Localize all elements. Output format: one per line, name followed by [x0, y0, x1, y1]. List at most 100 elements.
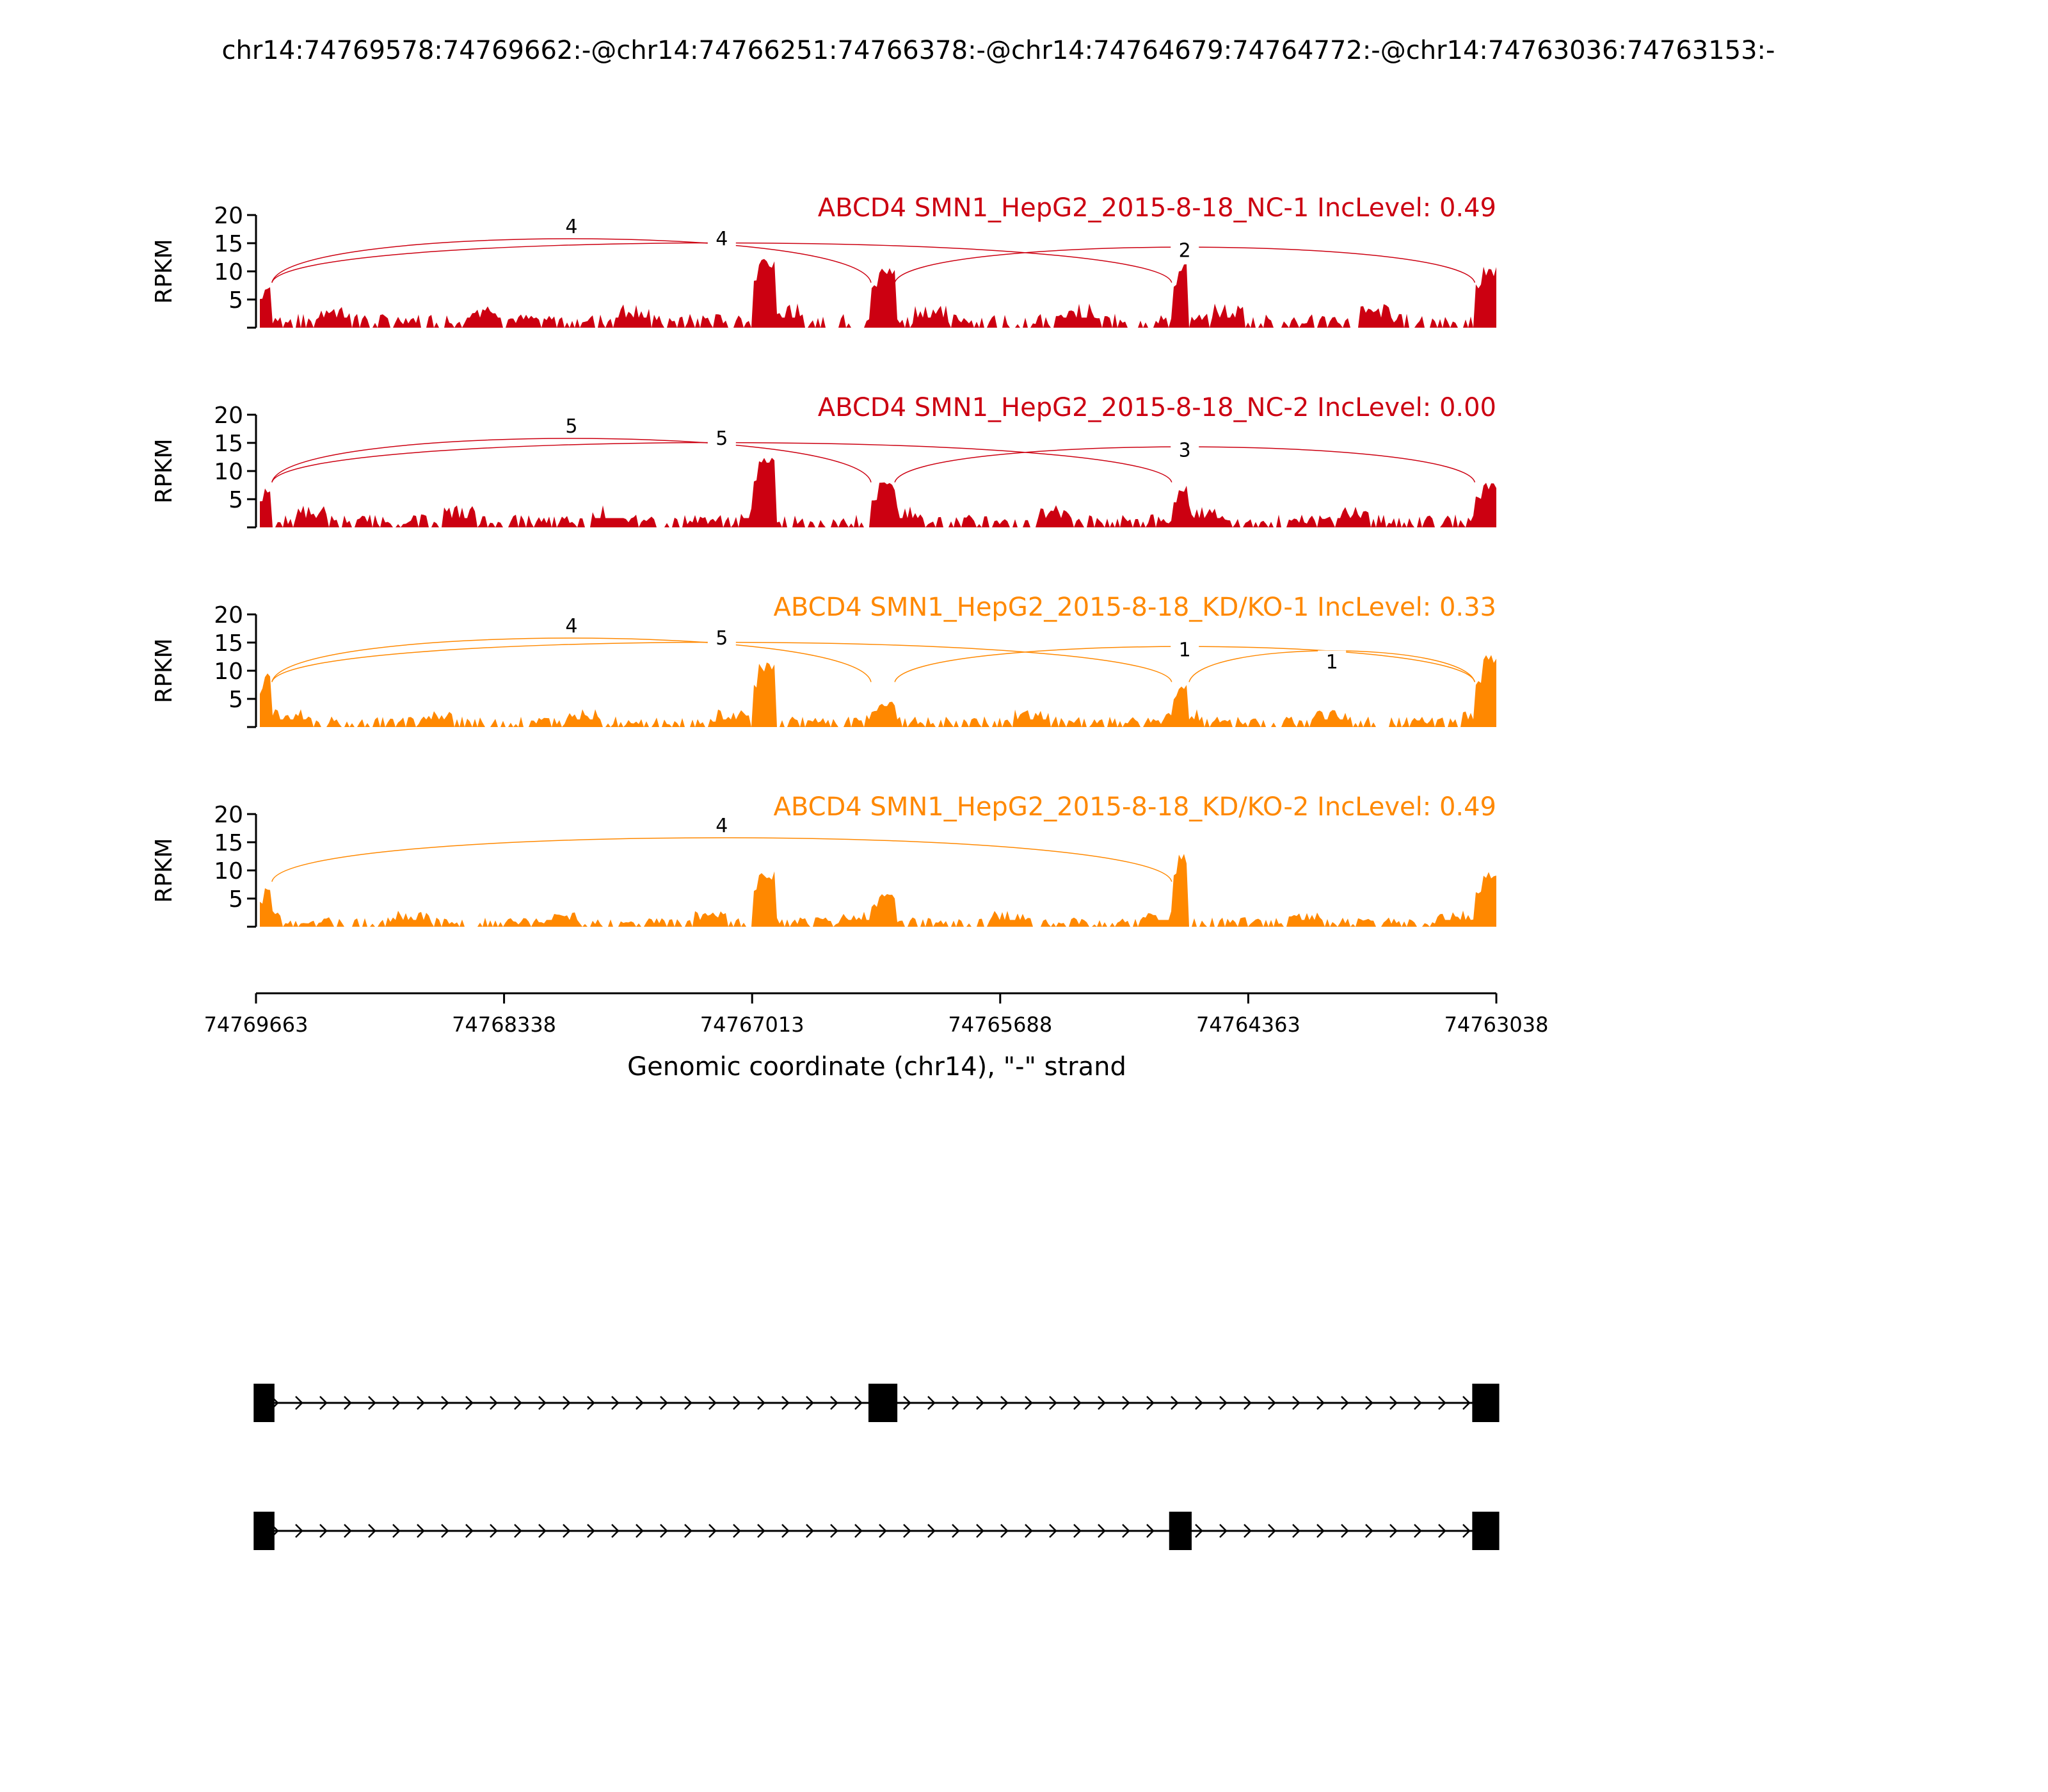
strand-arrow: [319, 1524, 328, 1538]
strand-arrow: [708, 1396, 717, 1410]
coverage-area: [260, 458, 1496, 527]
y-tick-label: 10: [214, 659, 243, 685]
y-tick-label: 10: [214, 858, 243, 884]
strand-arrow: [538, 1524, 547, 1538]
strand-arrow: [952, 1524, 960, 1538]
strand-arrow: [1219, 1396, 1228, 1410]
strand-arrow: [465, 1396, 474, 1410]
strand-arrow: [563, 1524, 571, 1538]
strand-arrow: [587, 1396, 595, 1410]
strand-arrow: [781, 1396, 790, 1410]
strand-arrow: [1049, 1396, 1057, 1410]
isoform-skip-exon2: [253, 1512, 1500, 1550]
strand-arrow: [1268, 1524, 1276, 1538]
y-tick-label: 5: [228, 886, 243, 913]
junction-label-bg: [1171, 438, 1199, 461]
strand-arrow: [1098, 1524, 1106, 1538]
x-tick-label: 74764363: [1196, 1012, 1300, 1037]
junction-label-bg: [707, 814, 736, 836]
strand-arrow: [684, 1524, 692, 1538]
junction-label-bg: [557, 614, 586, 637]
strand-arrow: [1146, 1524, 1155, 1538]
y-tick-label: 20: [214, 203, 243, 229]
strand-arrow: [1389, 1524, 1398, 1538]
junction-arc: [271, 238, 872, 283]
strand-arrow: [587, 1524, 595, 1538]
strand-arrow: [1365, 1524, 1373, 1538]
strand-arrow: [1122, 1396, 1130, 1410]
junction-label-bg: [707, 626, 736, 648]
junction-label-bg: [1171, 638, 1199, 660]
sample-label: ABCD4 SMN1_HepG2_2015-8-18_KD/KO-1 IncLe…: [773, 593, 1496, 622]
junction-label-bg: [557, 215, 586, 237]
strand-arrow: [1073, 1524, 1082, 1538]
strand-arrow: [611, 1396, 620, 1410]
strand-arrow: [1195, 1396, 1203, 1410]
y-tick-label: 15: [214, 431, 243, 457]
junction-count: 1: [1326, 651, 1338, 673]
strand-arrow: [392, 1396, 401, 1410]
strand-arrow: [660, 1524, 668, 1538]
strand-arrow: [295, 1396, 303, 1410]
y-tick-label: 5: [228, 487, 243, 513]
coverage-area: [260, 259, 1496, 328]
strand-arrow: [927, 1396, 936, 1410]
strand-arrow: [1462, 1396, 1471, 1410]
strand-arrow: [368, 1396, 376, 1410]
strand-arrow: [636, 1524, 644, 1538]
y-tick-label: 5: [228, 687, 243, 713]
y-axis-label: RPKM: [151, 838, 177, 902]
strand-arrow: [830, 1524, 838, 1538]
strand-arrow: [1195, 1524, 1203, 1538]
exon-block: [1472, 1384, 1500, 1422]
strand-arrow: [733, 1524, 741, 1538]
strand-arrow: [1414, 1396, 1422, 1410]
figure-title: chr14:74769578:74769662:-@chr14:74766251…: [222, 36, 1775, 65]
junction-arc: [271, 837, 1172, 882]
y-tick-label: 20: [214, 403, 243, 429]
strand-arrow: [781, 1524, 790, 1538]
strand-arrow: [1268, 1396, 1276, 1410]
x-tick-label: 74767013: [700, 1012, 804, 1037]
strand-arrow: [538, 1396, 547, 1410]
strand-arrow: [757, 1524, 765, 1538]
junction-count: 5: [716, 428, 728, 450]
exon-block: [253, 1384, 275, 1422]
strand-arrow: [417, 1396, 425, 1410]
strand-arrow: [1025, 1396, 1033, 1410]
sample-label: ABCD4 SMN1_HepG2_2015-8-18_NC-1 IncLevel…: [818, 193, 1496, 223]
strand-arrow: [733, 1396, 741, 1410]
strand-arrow: [319, 1396, 328, 1410]
exon-block: [1472, 1512, 1500, 1550]
y-axis-label: RPKM: [151, 239, 177, 303]
sample-label: ABCD4 SMN1_HepG2_2015-8-18_KD/KO-2 IncLe…: [773, 792, 1496, 822]
strand-arrow: [1073, 1396, 1082, 1410]
sample-label: ABCD4 SMN1_HepG2_2015-8-18_NC-2 IncLevel…: [818, 393, 1496, 422]
strand-arrow: [1025, 1524, 1033, 1538]
strand-arrow: [1146, 1396, 1155, 1410]
y-tick-label: 15: [214, 630, 243, 657]
strand-arrow: [757, 1396, 765, 1410]
strand-arrow: [417, 1524, 425, 1538]
strand-arrow: [344, 1524, 352, 1538]
strand-arrow: [806, 1524, 814, 1538]
strand-arrow: [611, 1524, 620, 1538]
y-tick-label: 15: [214, 830, 243, 856]
strand-arrow: [708, 1524, 717, 1538]
strand-arrow: [1219, 1524, 1228, 1538]
strand-arrow: [441, 1524, 449, 1538]
strand-arrow: [636, 1396, 644, 1410]
strand-arrow: [1389, 1396, 1398, 1410]
y-axis-label: RPKM: [151, 438, 177, 503]
strand-arrow: [660, 1396, 668, 1410]
strand-arrow: [927, 1524, 936, 1538]
strand-arrow: [879, 1524, 887, 1538]
y-tick-label: 20: [214, 802, 243, 828]
strand-arrow: [854, 1524, 863, 1538]
